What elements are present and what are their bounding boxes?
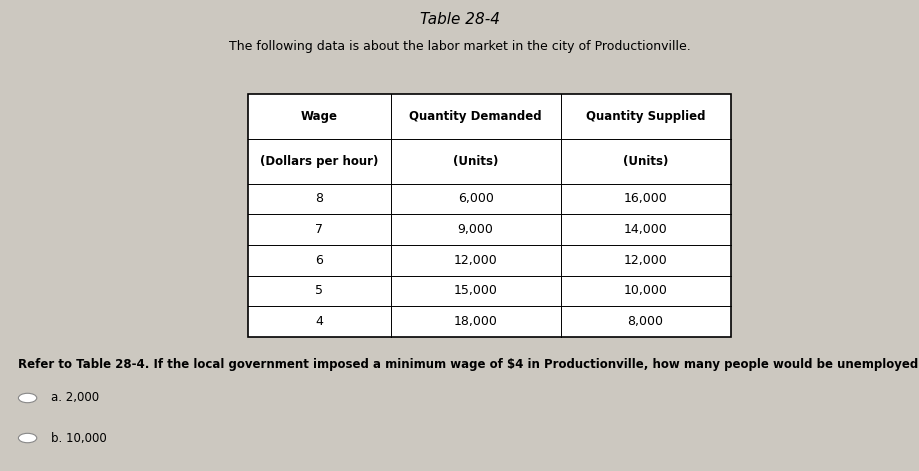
Ellipse shape [18,433,37,443]
Text: Refer to Table 28-4. If the local government imposed a minimum wage of $4 in Pro: Refer to Table 28-4. If the local govern… [18,358,919,371]
Text: 16,000: 16,000 [624,193,667,205]
Text: a. 2,000: a. 2,000 [51,391,98,405]
Text: (Dollars per hour): (Dollars per hour) [260,155,379,168]
Text: 7: 7 [315,223,323,236]
Text: Wage: Wage [301,110,338,123]
Text: Table 28-4: Table 28-4 [419,12,500,27]
Text: 8: 8 [315,193,323,205]
Text: 12,000: 12,000 [454,254,497,267]
Text: 6,000: 6,000 [458,193,494,205]
Text: 8,000: 8,000 [628,315,664,328]
Text: b. 10,000: b. 10,000 [51,431,107,445]
Text: 14,000: 14,000 [624,223,667,236]
Text: 4: 4 [315,315,323,328]
Text: Quantity Demanded: Quantity Demanded [409,110,542,123]
Text: 15,000: 15,000 [454,284,497,297]
Text: (Units): (Units) [453,155,498,168]
Text: 9,000: 9,000 [458,223,494,236]
Text: 10,000: 10,000 [624,284,667,297]
Ellipse shape [18,393,37,403]
Text: 18,000: 18,000 [454,315,497,328]
Text: The following data is about the labor market in the city of Productionville.: The following data is about the labor ma… [229,40,690,53]
Text: 5: 5 [315,284,323,297]
Text: 12,000: 12,000 [624,254,667,267]
Text: (Units): (Units) [623,155,668,168]
Text: Quantity Supplied: Quantity Supplied [585,110,706,123]
Text: 6: 6 [315,254,323,267]
